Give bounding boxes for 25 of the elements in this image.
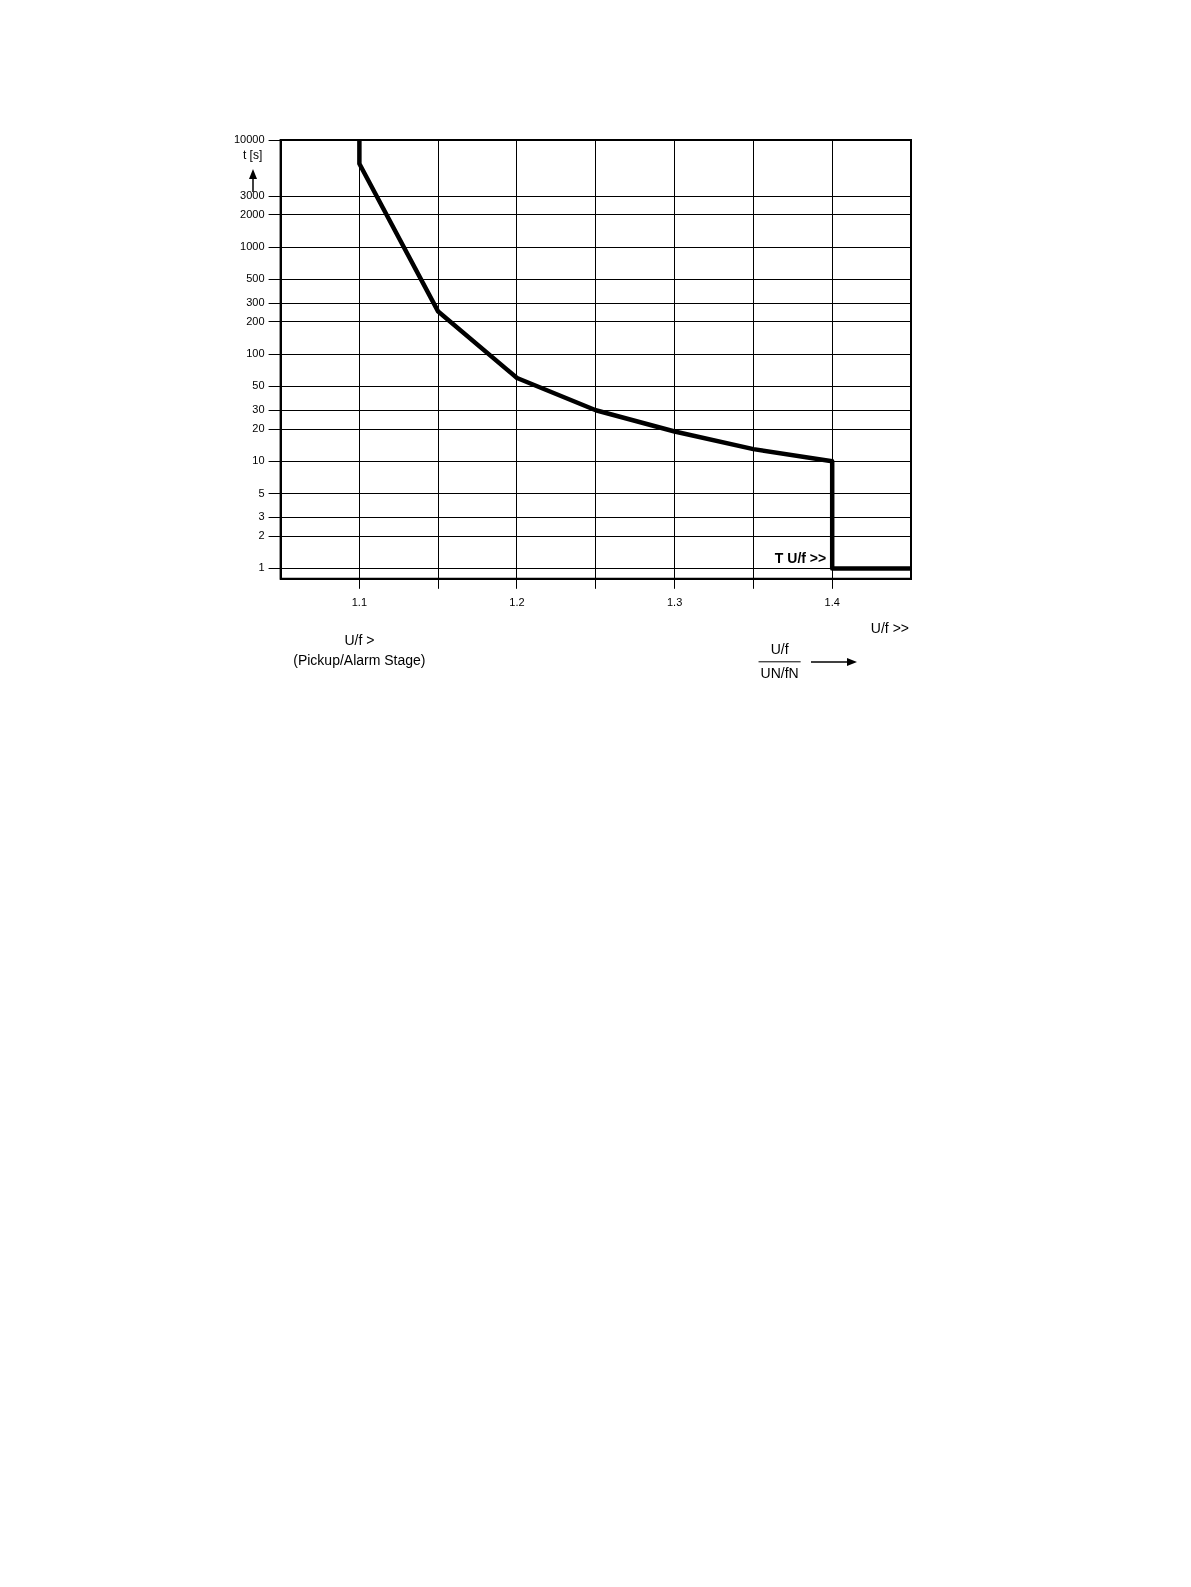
x-tick-label: 1.2 [509,596,525,609]
y-tick-label: 100 [246,347,265,360]
y-tick-label: 20 [252,422,265,435]
y-tick-label: 200 [246,315,265,327]
text: U/f > (Pickup/Alarm Stage) [293,631,426,668]
x-tick-label: 1.3 [666,596,683,609]
text: U/f >> [870,619,909,636]
y-tick-label: 2000 [240,207,265,220]
x-tick-label: 1.4 [824,596,840,609]
y-tick-label: 2 [258,529,265,542]
x-tick-label: 1.1 [351,596,368,609]
annotation: T U/f >> [774,550,827,567]
y-tick-label: 10000 [233,133,265,146]
y-tick-label: 300 [246,296,265,309]
y-tick-label: 30 [252,403,265,416]
y-tick-label: 50 [252,379,265,392]
y-tick-label: 3000 [240,189,265,202]
y-axis-title: t [s] [242,148,263,163]
y-tick-label: 5 [258,486,265,499]
y-tick-label: 1000 [240,240,265,253]
y-tick-label: 500 [246,272,265,285]
y-tick-label: 3 [258,510,265,523]
y-tick-label: 10 [252,454,265,467]
y-tick-label: 1 [258,561,265,574]
x-axis-title: U/f UN/fN [760,640,799,681]
